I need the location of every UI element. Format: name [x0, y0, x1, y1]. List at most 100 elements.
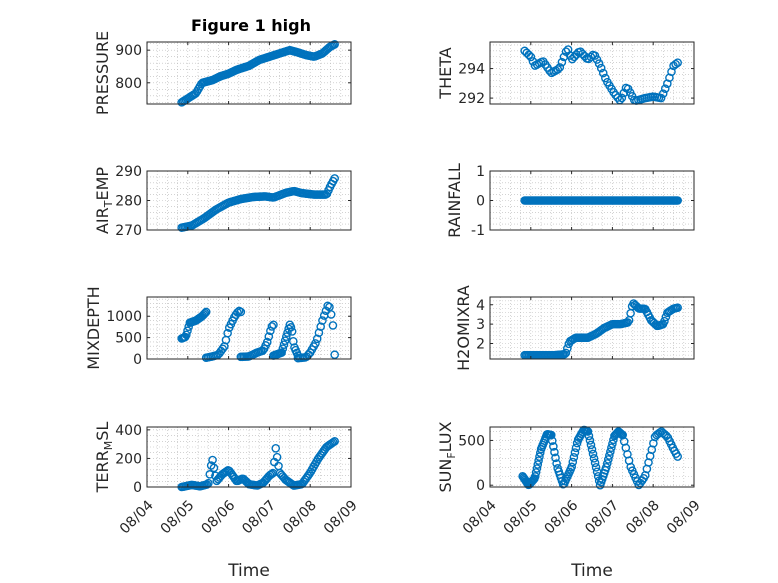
- data-point: [218, 344, 227, 354]
- data-point: [183, 326, 192, 336]
- h2omixra-y-axis-label: H2OMIXRA: [454, 285, 473, 371]
- sun_flux-y-axis-label: SUNFLUX: [436, 421, 458, 492]
- data-point: [271, 443, 281, 453]
- data-point: [286, 322, 296, 332]
- data-point: [278, 344, 288, 353]
- data-point: [549, 442, 558, 451]
- panel-rainfall: -1 0 1 RAINFALL: [445, 163, 695, 239]
- y-tick-label: 0: [476, 478, 485, 494]
- data-point: [567, 462, 577, 472]
- data-point: [532, 464, 542, 473]
- terr_msl-x-axis-label: Time: [227, 561, 270, 581]
- h2omixra-series: [520, 299, 682, 360]
- data-point: [617, 429, 626, 439]
- data-point: [200, 308, 210, 318]
- data-point: [589, 454, 599, 463]
- data-point: [328, 437, 338, 447]
- x-tick-label: 08/08: [280, 497, 320, 537]
- data-point: [601, 462, 611, 472]
- data-point: [598, 68, 608, 78]
- data-point: [262, 337, 272, 347]
- x-tick-label: 08/07: [239, 497, 279, 537]
- terr_msl-axes-box: [146, 426, 352, 488]
- data-point: [330, 174, 339, 183]
- mixdepth-series: [177, 301, 339, 363]
- pressure-grid: [146, 42, 352, 104]
- theta-series: [520, 45, 682, 105]
- data-point: [596, 63, 606, 73]
- x-tick-label: 08/08: [623, 497, 663, 537]
- data-point: [569, 452, 579, 462]
- data-point: [288, 336, 298, 346]
- data-point: [656, 93, 666, 103]
- x-tick-label: 08/06: [199, 497, 239, 537]
- data-point: [604, 455, 613, 464]
- y-tick-label: 280: [115, 194, 142, 210]
- data-point: [545, 66, 554, 75]
- y-tick-label: 2: [476, 337, 485, 353]
- data-point: [673, 58, 682, 67]
- terr_msl-y-axis-label: TERRMSL: [93, 422, 115, 494]
- x-tick-label: 08/09: [321, 497, 361, 537]
- y-tick-label: 500: [115, 331, 142, 347]
- data-point: [199, 310, 209, 319]
- x-tick-label: 08/05: [501, 497, 541, 537]
- pressure-axes-box: [146, 41, 352, 105]
- data-point: [202, 480, 212, 489]
- x-tick-label: 08/09: [664, 497, 704, 537]
- data-point: [535, 452, 544, 461]
- data-point: [281, 332, 291, 342]
- data-point: [272, 452, 282, 462]
- data-point: [201, 307, 211, 317]
- data-point: [587, 445, 597, 454]
- y-tick-label: 1: [476, 164, 485, 180]
- data-point: [323, 301, 332, 311]
- data-point: [533, 460, 543, 469]
- data-point: [287, 327, 297, 336]
- data-point: [208, 455, 217, 465]
- data-point: [583, 427, 593, 436]
- data-point: [603, 459, 612, 468]
- data-point: [601, 73, 610, 83]
- data-point: [330, 39, 339, 49]
- data-point: [191, 89, 201, 98]
- data-point: [588, 449, 598, 459]
- panel-terr-msl: 0 200 400 08/04 08/05 08/06 08/07 08/08 08/09 Tim…: [93, 422, 361, 581]
- h2omixra-axes-box: [489, 296, 695, 360]
- data-point: [660, 84, 670, 93]
- y-tick-label: 200: [115, 451, 142, 467]
- mixdepth-y-axis-label: MIXDEPTH: [84, 286, 103, 369]
- theta-y-axis-label: THETA: [436, 47, 455, 99]
- data-point: [267, 322, 277, 331]
- data-point: [607, 443, 616, 453]
- y-tick-label: 4: [476, 298, 485, 314]
- pressure-series: [177, 39, 339, 107]
- data-point: [531, 468, 541, 477]
- rainfall-series: [520, 196, 682, 205]
- data-point: [311, 339, 320, 348]
- x-tick-label: 08/05: [158, 497, 198, 537]
- data-point: [279, 340, 289, 349]
- rainfall-y-axis-label: RAINFALL: [445, 163, 464, 238]
- data-point: [617, 93, 627, 103]
- data-point: [209, 463, 219, 473]
- y-tick-label: 290: [115, 164, 142, 180]
- sun_flux-series: [518, 425, 682, 490]
- data-point: [205, 470, 215, 479]
- data-point: [280, 336, 290, 345]
- sun_flux-axes-box: [489, 426, 695, 488]
- data-point: [547, 436, 557, 446]
- data-point: [585, 436, 595, 445]
- data-point: [264, 332, 274, 341]
- data-point: [561, 348, 571, 358]
- data-point: [660, 316, 669, 326]
- data-point: [330, 436, 339, 446]
- data-point: [553, 65, 563, 74]
- data-point: [534, 456, 543, 465]
- pressure-y-axis-label: PRESSURE: [93, 31, 112, 115]
- y-tick-label: 500: [458, 433, 485, 449]
- y-tick-label: 270: [115, 223, 142, 239]
